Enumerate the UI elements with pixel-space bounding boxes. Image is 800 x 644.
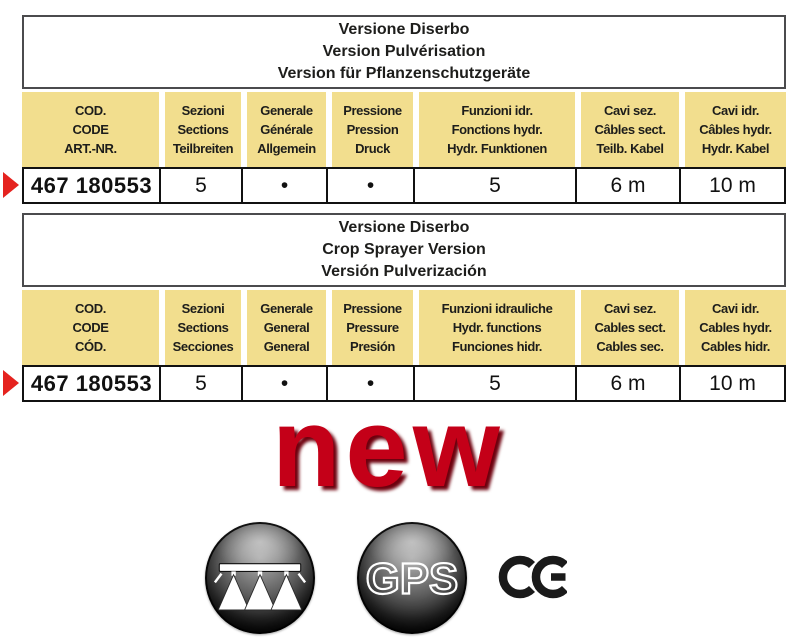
title-line: Versione Diserbo [338,219,470,236]
red-arrow-icon [3,172,19,198]
header-line: Druck [355,141,390,156]
red-arrow-icon [3,370,19,396]
header-line: General [263,339,310,354]
header-cell-section-cables: Cavi sez. Cables sect. Cables sec. [575,290,679,365]
header-cell-code: COD. CODE CÓD. [22,290,159,365]
header-cell-general: Generale General General [241,290,326,365]
title-line: Versión Pulverización [321,263,487,280]
title-line: Version Pulvérisation [322,43,486,60]
header-cell-section-cables: Cavi sez. Câbles sect. Teilb. Kabel [575,92,679,167]
header-line: Teilbreiten [172,141,234,156]
header-line: Funciones hidr. [451,339,543,354]
title-line: Version für Pflanzenschutzgeräte [277,65,531,82]
header-cell-code: COD. CODE ART.-NR. [22,92,159,167]
table-1-data-row: 467 180553 5 • • 5 6 m 10 m [22,167,786,204]
header-line: Cables sect. [594,320,666,335]
product-code: 467 180553 [30,172,153,198]
header-line: General [263,320,310,335]
header-line: CODE [72,320,109,335]
header-line: Câbles sect. [594,122,666,137]
header-line: CÓD. [75,339,106,354]
value-section-cables: 6 m [575,367,679,400]
header-line: Presión [350,339,395,354]
header-line: Cavi sez. [603,301,657,316]
header-line: Sezioni [181,103,225,118]
value-section-cables: 6 m [575,169,679,202]
table-2: Versione Diserbo Crop Sprayer Version Ve… [3,213,786,402]
header-cell-pressure: Pressione Pressure Presión [326,290,413,365]
header-cell-sections: Sezioni Sections Secciones [159,290,241,365]
header-line: Fonctions hydr. [451,122,543,137]
header-line: Pressione [343,301,402,316]
value-hydraulic-functions: 5 [413,367,575,400]
table-2-data-row: 467 180553 5 • • 5 6 m 10 m [22,365,786,402]
header-line: CODE [72,122,109,137]
header-line: Funzioni idrauliche [441,301,553,316]
header-line: Générale [260,122,313,137]
header-line: Generale [260,103,313,118]
header-line: Hydr. Kabel [701,141,770,156]
header-line: Cavi sez. [603,103,657,118]
header-line: Pression [346,122,399,137]
new-badge: new [272,385,505,510]
header-line: COD. [75,103,106,118]
header-line: Pressure [346,320,399,335]
header-cell-sections: Sezioni Sections Teilbreiten [159,92,241,167]
header-cell-pressure: Pressione Pression Druck [326,92,413,167]
value-hydraulic-cables: 10 m [679,367,784,400]
value-general: • [241,367,326,400]
value-general: • [241,169,326,202]
header-line: Funzioni idr. [461,103,533,118]
header-cell-hydraulic-functions: Funzioni idrauliche Hydr. functions Func… [413,290,575,365]
header-line: Cavi idr. [712,301,759,316]
header-cell-general: Generale Générale Allgemein [241,92,326,167]
value-sections: 5 [159,169,241,202]
header-line: Cables hidr. [701,339,770,354]
header-cell-hydraulic-cables: Cavi idr. Câbles hydr. Hydr. Kabel [679,92,786,167]
sprayer-boom-icon [205,522,315,634]
header-line: Hydr. functions [452,320,542,335]
table-2-title: Versione Diserbo Crop Sprayer Version Ve… [22,213,786,287]
header-line: Câbles hydr. [699,122,772,137]
gps-sphere-icon: GPS [357,522,467,634]
table-1-title: Versione Diserbo Version Pulvérisation V… [22,15,786,89]
table-1-header-row: COD. CODE ART.-NR. Sezioni Sections Teil… [22,92,786,167]
header-line: Secciones [172,339,234,354]
value-pressure: • [326,169,413,202]
gps-label: GPS [366,554,458,603]
header-line: Generale [260,301,313,316]
header-line: ART.-NR. [64,141,117,156]
value-hydraulic-functions: 5 [413,169,575,202]
header-line: Allgemein [257,141,316,156]
header-line: Sections [177,122,229,137]
header-line: Sections [177,320,229,335]
value-pressure: • [326,367,413,400]
header-line: Teilb. Kabel [596,141,664,156]
header-line: Cables sec. [596,339,664,354]
value-sections: 5 [159,367,241,400]
ce-mark-icon [498,555,567,599]
table-2-header-row: COD. CODE CÓD. Sezioni Sections Seccione… [22,290,786,365]
header-line: Cavi idr. [712,103,759,118]
header-line: Pressione [343,103,402,118]
title-line: Versione Diserbo [338,21,470,38]
header-line: Hydr. Funktionen [447,141,547,156]
product-code: 467 180553 [30,370,153,396]
value-hydraulic-cables: 10 m [679,169,784,202]
header-line: Sezioni [181,301,225,316]
sprayer-boom-graphic [213,563,307,611]
header-line: Cables hydr. [699,320,772,335]
table-1: Versione Diserbo Version Pulvérisation V… [3,15,786,204]
title-line: Crop Sprayer Version [322,241,486,258]
gps-graphic: GPS [365,553,460,604]
header-cell-hydraulic-functions: Funzioni idr. Fonctions hydr. Hydr. Funk… [413,92,575,167]
header-line: COD. [75,301,106,316]
header-cell-hydraulic-cables: Cavi idr. Cables hydr. Cables hidr. [679,290,786,365]
